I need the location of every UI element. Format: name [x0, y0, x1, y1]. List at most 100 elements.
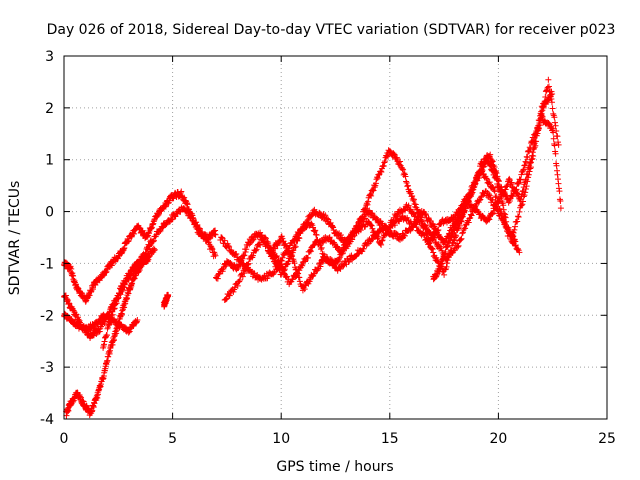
data-point [514, 245, 521, 252]
data-point [345, 258, 352, 265]
data-point [212, 252, 219, 259]
data-point [396, 161, 403, 168]
data-point [226, 292, 233, 299]
data-point [307, 213, 314, 220]
data-point [235, 264, 242, 271]
data-point [402, 173, 409, 180]
data-point [549, 105, 556, 112]
y-tick-label: -2 [40, 308, 54, 324]
data-point [557, 205, 564, 212]
data-point [451, 247, 458, 254]
data-point [400, 231, 407, 238]
data-point [544, 84, 551, 91]
data-point [264, 238, 271, 245]
data-point [430, 249, 437, 256]
data-point [234, 282, 241, 289]
x-tick-label: 20 [489, 431, 507, 447]
data-point [249, 237, 256, 244]
data-point [256, 241, 263, 248]
data-point [131, 275, 138, 282]
plot-frame [63, 55, 608, 420]
data-point [324, 253, 331, 260]
data-point [550, 135, 557, 142]
data-point [370, 227, 377, 234]
data-point [489, 197, 496, 204]
data-point [516, 249, 523, 256]
data-point [311, 228, 318, 235]
data-point [550, 110, 557, 117]
data-point [240, 267, 247, 274]
data-point [520, 167, 527, 174]
data-point [353, 227, 360, 234]
data-point [312, 227, 319, 234]
data-point [438, 245, 445, 252]
data-point [515, 179, 522, 186]
data-point [319, 250, 326, 257]
data-point [289, 252, 296, 259]
data-point [223, 296, 230, 303]
data-point [397, 158, 404, 165]
data-point [304, 254, 311, 261]
chart-title: Day 026 of 2018, Sidereal Day-to-day VTE… [47, 22, 616, 38]
data-point [307, 248, 314, 255]
data-point [350, 230, 357, 237]
data-point [556, 188, 563, 195]
data-point [386, 147, 393, 154]
data-point [371, 184, 378, 191]
data-point [406, 189, 413, 196]
data-point [489, 183, 496, 190]
data-point [369, 210, 376, 217]
series-track-g [213, 113, 564, 282]
data-point [462, 225, 469, 232]
data-point [415, 216, 422, 223]
data-point [436, 268, 443, 275]
data-point [543, 87, 550, 94]
data-point [512, 238, 519, 245]
data-point [362, 205, 369, 212]
data-point [405, 202, 412, 209]
data-point [527, 159, 534, 166]
data-point [262, 235, 269, 242]
data-point [329, 223, 336, 230]
data-point [518, 171, 525, 178]
data-point [409, 224, 416, 231]
data-point [252, 273, 259, 280]
data-point [346, 235, 353, 242]
data-point [404, 182, 411, 189]
data-point [521, 192, 528, 199]
series-track-i [221, 76, 562, 304]
data-point [377, 168, 384, 175]
data-point [524, 171, 531, 178]
data-point [355, 222, 362, 229]
y-tick-label: 0 [45, 205, 54, 221]
data-point [209, 246, 216, 253]
data-point [291, 260, 298, 267]
data-point [365, 218, 372, 225]
data-point [375, 233, 382, 240]
data-point [282, 240, 289, 247]
data-point [113, 330, 120, 337]
data-point [103, 332, 110, 339]
data-point [394, 154, 401, 161]
data-point [374, 175, 381, 182]
x-tick-labels: 0 5 10 15 20 25 [60, 431, 616, 447]
data-point [334, 244, 341, 251]
data-point [377, 240, 384, 247]
data-point [125, 290, 132, 297]
data-point [381, 158, 388, 165]
data-point [407, 227, 414, 234]
data-point [493, 204, 500, 211]
data-point [214, 275, 221, 282]
data-point [516, 208, 523, 215]
x-tick-label: 25 [598, 431, 616, 447]
data-point [326, 234, 333, 241]
data-point [356, 222, 363, 229]
data-point [381, 159, 388, 166]
data-point [339, 249, 346, 256]
data-point [384, 225, 391, 232]
data-point [547, 91, 554, 98]
data-point [538, 108, 545, 115]
data-point [514, 190, 521, 197]
data-point [390, 217, 397, 224]
data-point [491, 188, 498, 195]
